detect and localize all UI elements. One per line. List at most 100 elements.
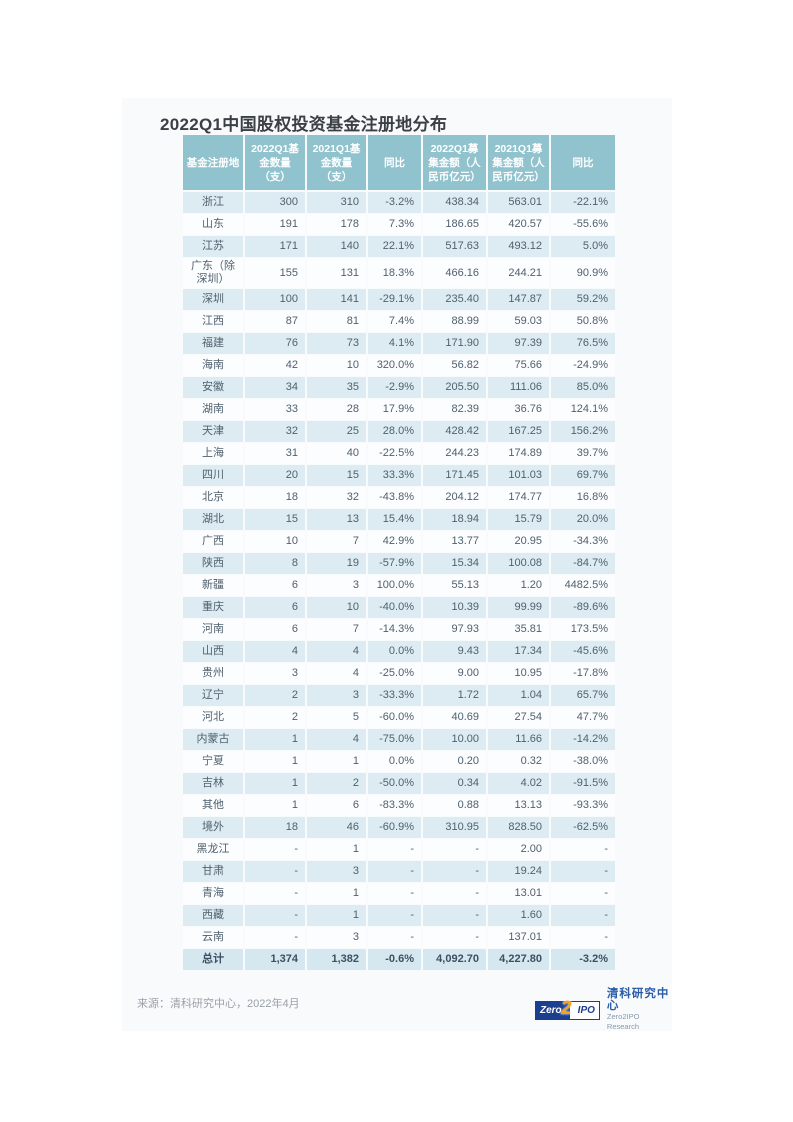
value-cell: 4482.5%: [551, 575, 615, 597]
value-cell: 17.9%: [368, 399, 423, 421]
region-cell: 甘肃: [183, 861, 245, 883]
value-cell: 1,382: [307, 949, 368, 971]
value-cell: 15.34: [423, 553, 488, 575]
value-cell: 82.39: [423, 399, 488, 421]
value-cell: 55.13: [423, 575, 488, 597]
value-cell: 141: [307, 289, 368, 311]
value-cell: -89.6%: [551, 597, 615, 619]
value-cell: 0.34: [423, 773, 488, 795]
table-row: 广西 10 7 42.9% 13.77 20.95 -34.3%: [183, 531, 615, 553]
value-cell: 2: [245, 685, 307, 707]
value-cell: 20.0%: [551, 509, 615, 531]
value-cell: 191: [245, 214, 307, 236]
value-cell: 100: [245, 289, 307, 311]
value-cell: 173.5%: [551, 619, 615, 641]
value-cell: 320.0%: [368, 355, 423, 377]
value-cell: 111.06: [488, 377, 551, 399]
value-cell: 1.72: [423, 685, 488, 707]
value-cell: 244.21: [488, 258, 551, 289]
table-row: 境外 18 46 -60.9% 310.95 828.50 -62.5%: [183, 817, 615, 839]
value-cell: 13.13: [488, 795, 551, 817]
region-cell: 深圳: [183, 289, 245, 311]
value-cell: 15: [307, 465, 368, 487]
table-row: 吉林 1 2 -50.0% 0.34 4.02 -91.5%: [183, 773, 615, 795]
region-cell: 天津: [183, 421, 245, 443]
page-title: 2022Q1中国股权投资基金注册地分布: [160, 115, 448, 134]
value-cell: 155: [245, 258, 307, 289]
table-row: 贵州 3 4 -25.0% 9.00 10.95 -17.8%: [183, 663, 615, 685]
value-cell: 7: [307, 619, 368, 641]
region-cell: 山东: [183, 214, 245, 236]
table-row: 湖南 33 28 17.9% 82.39 36.76 124.1%: [183, 399, 615, 421]
region-cell: 重庆: [183, 597, 245, 619]
logo-zero-text: Zero: [536, 1001, 570, 1019]
region-cell: 陕西: [183, 553, 245, 575]
value-cell: 428.42: [423, 421, 488, 443]
value-cell: 137.01: [488, 927, 551, 949]
value-cell: -24.9%: [551, 355, 615, 377]
value-cell: -22.5%: [368, 443, 423, 465]
value-cell: 1: [307, 905, 368, 927]
value-cell: 16.8%: [551, 487, 615, 509]
region-cell: 吉林: [183, 773, 245, 795]
value-cell: 174.77: [488, 487, 551, 509]
value-cell: 310: [307, 192, 368, 214]
value-cell: -14.2%: [551, 729, 615, 751]
value-cell: 17.34: [488, 641, 551, 663]
value-cell: 35.81: [488, 619, 551, 641]
value-cell: 101.03: [488, 465, 551, 487]
region-cell: 四川: [183, 465, 245, 487]
value-cell: -: [245, 927, 307, 949]
value-cell: 517.63: [423, 236, 488, 258]
value-cell: -: [551, 927, 615, 949]
value-cell: -3.2%: [551, 949, 615, 971]
value-cell: 19: [307, 553, 368, 575]
value-cell: 178: [307, 214, 368, 236]
value-cell: 88.99: [423, 311, 488, 333]
value-cell: -55.6%: [551, 214, 615, 236]
table-row: 安徽 34 35 -2.9% 205.50 111.06 85.0%: [183, 377, 615, 399]
value-cell: 438.34: [423, 192, 488, 214]
value-cell: -83.3%: [368, 795, 423, 817]
table-row: 河南 6 7 -14.3% 97.93 35.81 173.5%: [183, 619, 615, 641]
value-cell: 4,227.80: [488, 949, 551, 971]
zero2ipo-badge-icon: Zero IPO 2: [535, 998, 600, 1020]
value-cell: 186.65: [423, 214, 488, 236]
value-cell: 13.01: [488, 883, 551, 905]
value-cell: 47.7%: [551, 707, 615, 729]
value-cell: 140: [307, 236, 368, 258]
table-row: 云南 -3- -137.01-: [183, 927, 615, 949]
region-cell: 青海: [183, 883, 245, 905]
value-cell: -: [423, 927, 488, 949]
value-cell: -93.3%: [551, 795, 615, 817]
value-cell: 0.0%: [368, 751, 423, 773]
value-cell: 1: [245, 751, 307, 773]
value-cell: -: [368, 839, 423, 861]
value-cell: 1.04: [488, 685, 551, 707]
value-cell: 10: [245, 531, 307, 553]
table-header: 基金注册地 2022Q1基 金数量 （支） 2021Q1基 金数量（支） 同比 2022…: [183, 135, 615, 192]
value-cell: -33.3%: [368, 685, 423, 707]
value-cell: -75.0%: [368, 729, 423, 751]
value-cell: -: [423, 839, 488, 861]
value-cell: 171.45: [423, 465, 488, 487]
report-card: 2022Q1中国股权投资基金注册地分布 基金注册地 2022Q1基 金数量 （支）…: [122, 98, 672, 1031]
table-row: 浙江 300 310 -3.2% 438.34 563.01 -22.1%: [183, 192, 615, 214]
value-cell: -: [423, 905, 488, 927]
table-row: 其他 1 6 -83.3% 0.88 13.13 -93.3%: [183, 795, 615, 817]
value-cell: 9.43: [423, 641, 488, 663]
value-cell: 85.0%: [551, 377, 615, 399]
value-cell: -43.8%: [368, 487, 423, 509]
value-cell: 0.20: [423, 751, 488, 773]
value-cell: 4: [307, 729, 368, 751]
column-header: 同比: [551, 135, 615, 192]
value-cell: 75.66: [488, 355, 551, 377]
value-cell: -60.0%: [368, 707, 423, 729]
table-row: 山东 191 178 7.3% 186.65 420.57 -55.6%: [183, 214, 615, 236]
region-cell: 山西: [183, 641, 245, 663]
value-cell: -50.0%: [368, 773, 423, 795]
value-cell: 15.4%: [368, 509, 423, 531]
value-cell: -62.5%: [551, 817, 615, 839]
value-cell: 4.02: [488, 773, 551, 795]
table-row: 四川 20 15 33.3% 171.45 101.03 69.7%: [183, 465, 615, 487]
